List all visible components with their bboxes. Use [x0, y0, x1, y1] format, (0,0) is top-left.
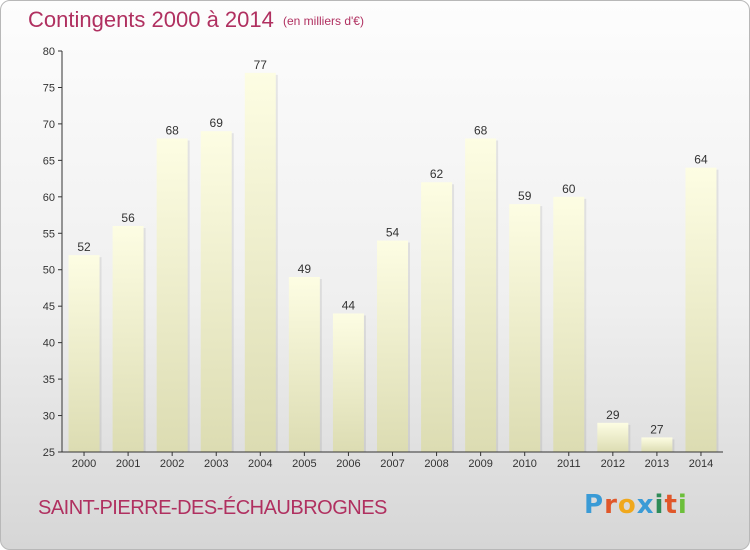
bar-2014: [685, 167, 717, 452]
x-tick-label: 2003: [204, 458, 228, 470]
y-tick-label: 45: [43, 301, 55, 313]
x-tick-label: 2009: [468, 458, 492, 470]
y-tick-label: 50: [43, 265, 55, 277]
x-tick-label: 2011: [557, 458, 581, 470]
bar-2008: [421, 182, 453, 452]
data-label: 59: [518, 189, 532, 203]
y-tick-label: 75: [43, 82, 55, 94]
y-tick-label: 25: [43, 447, 55, 459]
x-tick-label: 2002: [160, 458, 184, 470]
bars-layer: 52 56 68 69 77 49 44 54 62 68 59 60 29 27 64: [68, 58, 719, 452]
y-tick-label: 65: [43, 155, 55, 167]
data-label: 56: [121, 211, 135, 225]
y-tick-label: 30: [43, 411, 55, 423]
y-tick-label: 35: [43, 374, 55, 386]
data-label: 29: [606, 408, 620, 422]
logo-letter: t: [664, 490, 678, 520]
bar-2012: [597, 422, 629, 452]
axis-layer: 2000 2001 2002 2003 2004 2005 2006 2007 2008 2009…: [43, 46, 723, 470]
bar-2011: [553, 196, 585, 452]
logo-letter: i: [654, 490, 665, 520]
data-label: 49: [298, 262, 312, 276]
x-tick-label: 2007: [380, 458, 404, 470]
data-label: 62: [430, 167, 444, 181]
chart-title: Contingents 2000 à 2014: [28, 7, 274, 32]
data-label: 68: [474, 123, 488, 137]
bar-2009: [465, 138, 497, 452]
x-tick-label: 2012: [601, 458, 625, 470]
data-label: 60: [562, 182, 576, 196]
bar-2010: [509, 204, 541, 452]
x-tick-label: 2006: [336, 458, 360, 470]
bar-2006: [332, 313, 364, 452]
data-label: 77: [254, 58, 268, 72]
logo-letter: o: [617, 490, 637, 520]
y-tick-label: 70: [43, 119, 55, 131]
chart-subtitle: (en milliers d'€): [283, 14, 364, 28]
data-label: 52: [77, 240, 91, 254]
data-label: 44: [342, 298, 356, 312]
data-label: 27: [650, 422, 664, 436]
y-tick-label: 40: [43, 338, 55, 350]
bar-2004: [244, 72, 276, 452]
bar-2007: [377, 240, 408, 452]
logo-letter: r: [604, 490, 618, 520]
x-tick-label: 2005: [292, 458, 316, 470]
x-tick-label: 2010: [512, 458, 536, 470]
logo-letter: P: [584, 490, 605, 520]
data-label: 64: [694, 153, 708, 167]
y-tick-label: 80: [43, 46, 55, 58]
bar-2000: [68, 255, 100, 452]
x-tick-label: 2014: [689, 458, 713, 470]
bar-2013: [641, 437, 673, 452]
bar-2002: [156, 138, 188, 452]
logo-letter: i: [677, 490, 688, 520]
bar-2005: [288, 277, 320, 452]
x-tick-label: 2004: [248, 458, 272, 470]
x-tick-label: 2008: [424, 458, 448, 470]
x-tick-label: 2001: [116, 458, 140, 470]
logo-letter: x: [636, 490, 655, 520]
x-tick-label: 2000: [72, 458, 96, 470]
x-tick-label: 2013: [645, 458, 669, 470]
data-label: 54: [386, 226, 400, 240]
proxiti-logo: Proxiti: [584, 490, 688, 520]
town-name: SAINT-PIERRE-DES-ÉCHAUBROGNES: [38, 497, 387, 519]
bar-2003: [200, 131, 232, 452]
data-label: 69: [210, 116, 224, 130]
bar-2001: [112, 225, 144, 452]
data-label: 68: [165, 123, 179, 137]
y-tick-label: 60: [43, 192, 55, 204]
y-tick-label: 55: [43, 228, 55, 240]
